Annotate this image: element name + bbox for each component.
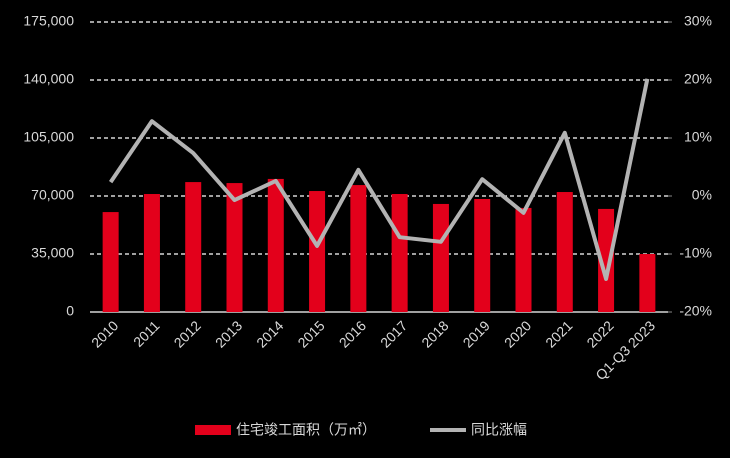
bar xyxy=(350,185,367,312)
bar xyxy=(267,178,284,312)
bar xyxy=(391,194,408,312)
y2-tick-label: 0% xyxy=(692,187,712,203)
y2-tick-label: 20% xyxy=(684,71,712,87)
y2-tick-label: 10% xyxy=(684,129,712,145)
x-tick-label: 2017 xyxy=(377,317,410,350)
x-tick-label: 2018 xyxy=(418,317,451,350)
bar xyxy=(143,194,160,312)
legend-label: 住宅竣工面积（万㎡） xyxy=(236,422,376,438)
x-tick-label: 2012 xyxy=(171,317,204,350)
bar xyxy=(102,212,119,312)
bar xyxy=(515,207,532,312)
y-tick-label: 70,000 xyxy=(31,187,74,203)
y-tick-label: 35,000 xyxy=(31,245,74,261)
y-tick-label: 140,000 xyxy=(23,71,74,87)
bar xyxy=(432,203,449,312)
legend-swatch xyxy=(195,425,231,435)
x-tick-label: 2013 xyxy=(212,317,245,350)
x-tick-label: 2010 xyxy=(88,317,121,350)
legend-label: 同比涨幅 xyxy=(471,422,527,438)
x-tick-label: 2019 xyxy=(460,317,493,350)
bar xyxy=(474,198,491,312)
x-tick-label: 2020 xyxy=(501,317,534,350)
y-tick-label: 175,000 xyxy=(23,13,74,29)
y-tick-label: 0 xyxy=(66,303,74,319)
bar xyxy=(309,191,326,312)
x-tick-label: 2021 xyxy=(542,317,575,350)
y2-tick-label: 30% xyxy=(684,13,712,29)
y-tick-label: 105,000 xyxy=(23,129,74,145)
x-tick-label: 2022 xyxy=(583,317,616,350)
y2-tick-label: -20% xyxy=(679,303,712,319)
x-tick-label: 2016 xyxy=(336,317,369,350)
x-tick-label: 2011 xyxy=(130,317,163,350)
x-tick-label: 2014 xyxy=(253,317,286,350)
bar xyxy=(556,192,573,312)
y2-tick-label: -10% xyxy=(679,245,712,261)
bar xyxy=(639,254,656,312)
bar xyxy=(598,208,615,312)
bar xyxy=(226,183,243,312)
bar xyxy=(185,182,202,312)
x-tick-label: 2015 xyxy=(294,317,327,350)
line xyxy=(108,78,650,281)
